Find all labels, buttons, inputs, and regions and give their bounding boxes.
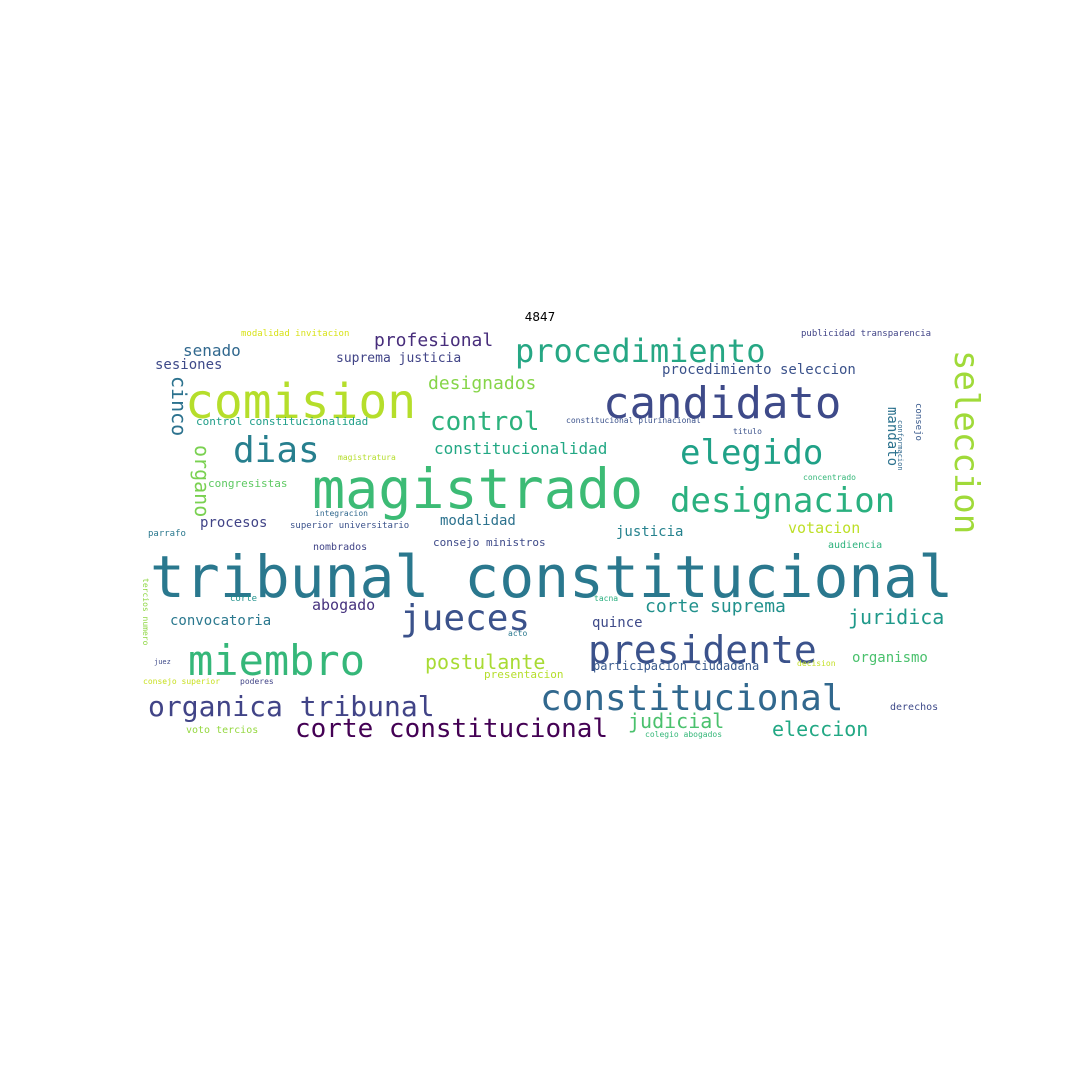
cloud-word: audiencia xyxy=(828,540,882,551)
cloud-word: designacion xyxy=(670,481,895,521)
cloud-word: consejo ministros xyxy=(433,536,546,549)
cloud-word: procesos xyxy=(200,515,267,531)
cloud-word: candidato xyxy=(603,378,841,429)
cloud-word: suprema justicia xyxy=(336,351,461,366)
cloud-word: senado xyxy=(183,341,241,360)
cloud-word: congresistas xyxy=(208,477,287,490)
cloud-word: tercios numero xyxy=(141,578,150,646)
cloud-word: postulante xyxy=(425,650,545,674)
cloud-word: poderes xyxy=(240,677,274,686)
cloud-word: concentrado xyxy=(803,473,856,482)
cloud-word: acto xyxy=(508,629,527,638)
cloud-word: presentacion xyxy=(484,668,563,681)
cloud-word: convocatoria xyxy=(170,613,271,629)
cloud-word: procedimiento xyxy=(515,332,765,370)
cloud-word: consejo xyxy=(913,403,923,441)
cloud-word: quince xyxy=(592,615,643,631)
cloud-word: organica tribunal xyxy=(148,690,435,723)
cloud-word: consejo superior xyxy=(143,677,220,686)
cloud-word: decision xyxy=(797,659,836,668)
cloud-word: control xyxy=(430,407,540,437)
cloud-word: conformacion xyxy=(896,420,904,471)
cloud-word: constitucionalidad xyxy=(434,439,607,458)
cloud-word: elegido xyxy=(680,433,823,473)
cloud-word: sesiones xyxy=(155,357,222,373)
cloud-word: organismo xyxy=(852,650,928,666)
cloud-word: colegio abogados xyxy=(645,730,722,739)
cloud-word: parrafo xyxy=(148,529,186,539)
cloud-word: modalidad invitacion xyxy=(241,329,349,339)
cloud-word: designados xyxy=(428,373,536,394)
cloud-word: titulo xyxy=(733,427,762,436)
cloud-word: control constitucionalidad xyxy=(196,415,368,428)
cloud-word: organo xyxy=(190,445,214,517)
cloud-word: constitucional plurinacional xyxy=(566,416,701,425)
figure-title: 4847 xyxy=(524,310,556,324)
cloud-word: abogado xyxy=(312,596,375,614)
cloud-word: juridica xyxy=(848,605,944,629)
cloud-word: votacion xyxy=(788,519,860,537)
cloud-word: eleccion xyxy=(772,717,868,741)
cloud-word: corte xyxy=(230,594,257,604)
cloud-word: jueces xyxy=(400,598,530,639)
cloud-word: constitucional xyxy=(540,678,843,719)
cloud-word: procedimiento seleccion xyxy=(662,362,856,378)
cloud-word: profesional xyxy=(374,330,493,351)
cloud-word: magistrado xyxy=(312,457,643,521)
cloud-word: tacna xyxy=(594,594,618,603)
cloud-word: magistratura xyxy=(338,453,396,462)
cloud-word: publicidad transparencia xyxy=(801,329,931,339)
cloud-word: voto tercios xyxy=(186,725,258,736)
cloud-word: judicial xyxy=(628,709,724,733)
cloud-word: participacion ciudadana xyxy=(593,659,759,673)
cloud-word: presidente xyxy=(588,628,817,672)
cloud-word: dias xyxy=(233,430,320,471)
cloud-word: integracion xyxy=(315,509,368,518)
cloud-word: corte constitucional xyxy=(295,714,608,744)
cloud-word: modalidad xyxy=(440,513,516,529)
cloud-word: corte suprema xyxy=(645,596,786,617)
cloud-word: miembro xyxy=(188,636,365,685)
cloud-word: seleccion xyxy=(946,350,986,534)
cloud-word: mandato xyxy=(884,407,900,466)
cloud-word: derechos xyxy=(890,702,938,713)
cloud-word: superior universitario xyxy=(290,521,409,531)
cloud-word: cinco xyxy=(167,376,191,436)
cloud-word: juez xyxy=(154,658,171,666)
cloud-word: nombrados xyxy=(313,542,367,553)
cloud-word: comision xyxy=(185,374,416,430)
cloud-word: justicia xyxy=(616,524,683,540)
cloud-word: tribunal constitucional xyxy=(150,543,953,611)
